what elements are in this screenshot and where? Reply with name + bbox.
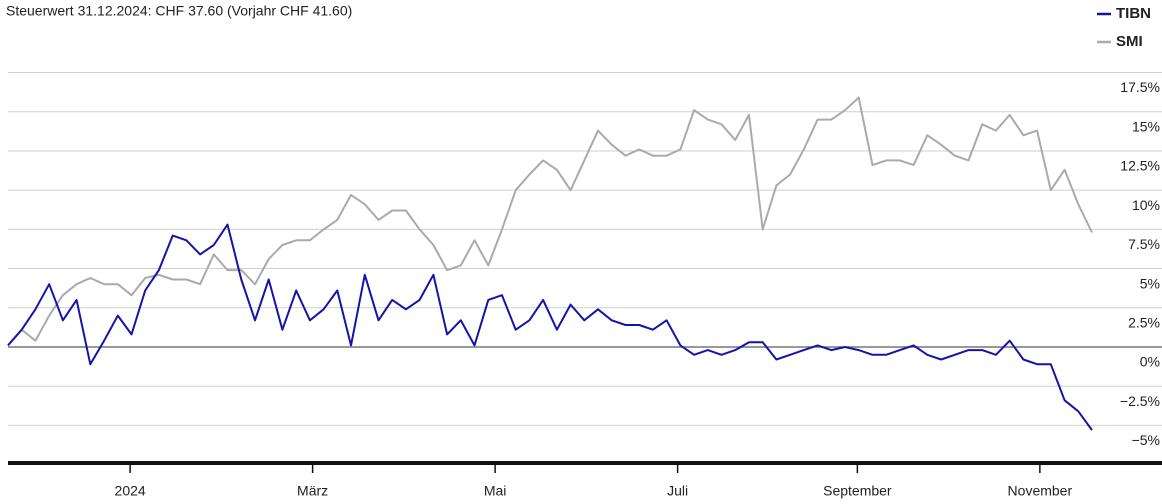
- x-tick-label: 2024: [115, 483, 146, 499]
- line-series: [7, 96, 1093, 347]
- y-tick-label: 10%: [1132, 197, 1160, 213]
- y-tick-label: 7.5%: [1128, 236, 1160, 252]
- x-tick-label: September: [823, 483, 892, 499]
- y-tick-label: 15%: [1132, 118, 1160, 134]
- legend-label: SMI: [1116, 33, 1143, 50]
- y-tick-label: −5%: [1132, 432, 1160, 448]
- x-tick-label: November: [1008, 483, 1073, 499]
- y-tick-label: 17.5%: [1120, 79, 1160, 95]
- chart-title: Steuerwert 31.12.2024: CHF 37.60 (Vorjah…: [6, 3, 352, 19]
- x-tick-label: Mai: [484, 483, 507, 499]
- x-tick-label: März: [297, 483, 328, 499]
- line-series: [7, 223, 1093, 431]
- y-tick-label: 5%: [1140, 275, 1160, 291]
- legend-label: TIBN: [1116, 5, 1151, 22]
- y-tick-label: 2.5%: [1128, 314, 1160, 330]
- x-tick-label: Juli: [667, 483, 688, 499]
- y-tick-label: −2.5%: [1120, 393, 1160, 409]
- y-tick-label: 0%: [1140, 354, 1160, 370]
- y-tick-label: 12.5%: [1120, 158, 1160, 174]
